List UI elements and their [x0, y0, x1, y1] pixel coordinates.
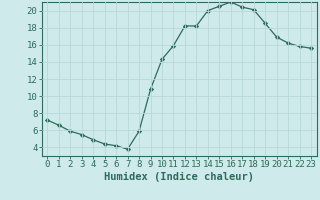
X-axis label: Humidex (Indice chaleur): Humidex (Indice chaleur): [104, 172, 254, 182]
